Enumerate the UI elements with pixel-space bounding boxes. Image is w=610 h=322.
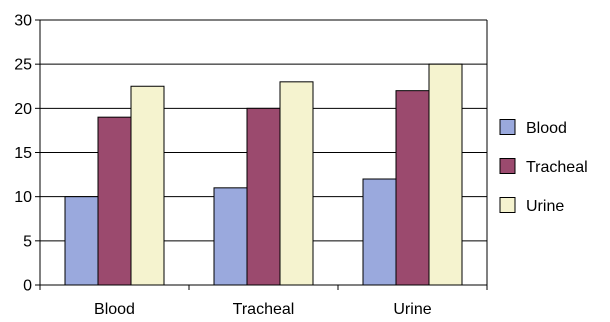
legend-swatch-urine — [499, 197, 516, 213]
x-category-label: Tracheal — [233, 301, 295, 318]
bar-urine-tracheal — [279, 81, 314, 286]
x-category-label: Urine — [393, 301, 431, 318]
y-tick-label: 25 — [14, 57, 32, 74]
legend-label-urine: Urine — [526, 198, 564, 215]
bars — [64, 63, 463, 286]
y-tick-label: 15 — [14, 145, 32, 162]
x-category-label: Blood — [94, 301, 135, 318]
legend-swatch-tracheal — [499, 158, 516, 174]
legend-swatch-blood — [499, 119, 516, 135]
legend-label-blood: Blood — [526, 120, 567, 137]
bar-blood-tracheal — [213, 187, 248, 286]
y-tick-label: 30 — [14, 13, 32, 30]
bar-blood-urine — [362, 178, 397, 286]
bar-tracheal-tracheal — [246, 107, 281, 286]
bar-tracheal-urine — [395, 90, 430, 286]
bar-urine-urine — [428, 63, 463, 286]
bar-tracheal-blood — [97, 116, 132, 286]
y-tick-label: 10 — [14, 189, 32, 206]
bar-urine-blood — [130, 85, 165, 286]
y-tick-label: 0 — [23, 278, 32, 295]
y-tick-labels: 0 5 10 15 20 25 30 — [14, 13, 40, 295]
y-tick-label: 20 — [14, 101, 32, 118]
y-tick-label: 5 — [23, 233, 32, 250]
x-category-labels: Blood Tracheal Urine — [39, 285, 488, 318]
bar-blood-blood — [64, 196, 99, 286]
legend-label-tracheal: Tracheal — [526, 159, 588, 176]
legend: Blood Tracheal Urine — [499, 119, 588, 215]
